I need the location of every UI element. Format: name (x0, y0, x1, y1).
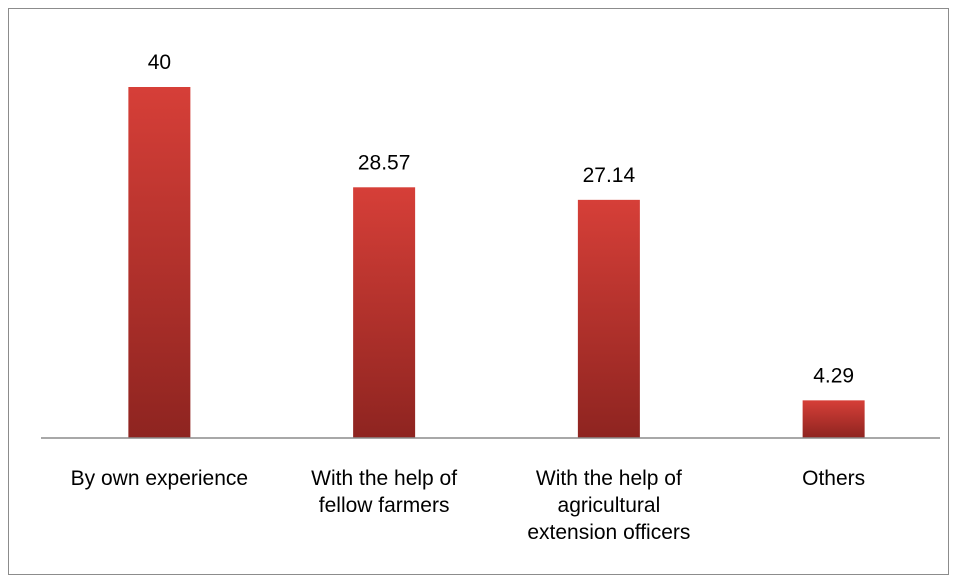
category-label-1: With the help of fellow farmers (274, 465, 494, 519)
category-label-3: Others (724, 465, 944, 492)
data-label-0: 40 (148, 51, 171, 74)
category-label-line: By own experience (70, 467, 249, 490)
category-label-line: agricultural (557, 494, 661, 517)
bar-2 (577, 199, 640, 438)
category-label-line: With the help of (535, 467, 682, 490)
category-label-line: Others (802, 467, 866, 490)
bar-chart: 40 28.57 27.14 4.29 (41, 51, 940, 439)
category-label-line: With the help of (311, 467, 458, 490)
bar-0 (128, 87, 191, 438)
bar-3 (802, 400, 865, 438)
value-labels-layer: 40 28.57 27.14 4.29 (148, 51, 854, 387)
category-label-line: extension officers (527, 521, 691, 544)
chart-frame: 40 28.57 27.14 4.29 By own experience With t… (8, 8, 949, 575)
data-label-1: 28.57 (358, 151, 411, 174)
bars-layer (128, 87, 865, 438)
bar-1 (353, 187, 416, 438)
category-label-line: fellow farmers (318, 494, 450, 517)
data-label-3: 4.29 (813, 364, 854, 387)
category-label-2: With the help of agricultural extension of… (499, 465, 719, 546)
category-label-0: By own experience (49, 465, 269, 492)
data-label-2: 27.14 (583, 164, 636, 187)
